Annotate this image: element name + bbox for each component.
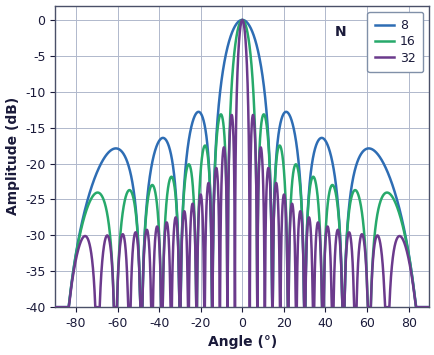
Y-axis label: Amplitude (dB): Amplitude (dB) [6,97,20,215]
Text: N: N [334,25,346,39]
X-axis label: Angle (°): Angle (°) [207,335,276,349]
Legend: 8, 16, 32: 8, 16, 32 [367,12,422,72]
